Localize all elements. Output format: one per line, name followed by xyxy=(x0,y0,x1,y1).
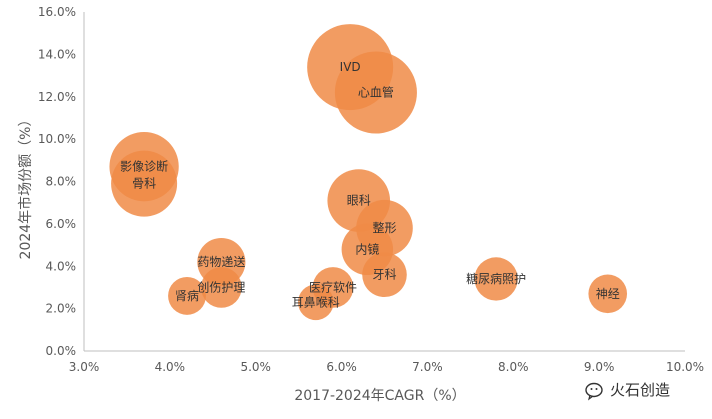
bubble-label: 牙科 xyxy=(372,268,396,282)
bubble-label: 神经 xyxy=(596,287,620,301)
bubble-label: 内镜 xyxy=(355,241,379,256)
x-tick-label: 3.0% xyxy=(69,360,100,374)
bubble-label: 创伤护理 xyxy=(197,280,245,294)
x-tick-label: 10.0% xyxy=(666,360,704,374)
x-tick-label: 4.0% xyxy=(155,360,186,374)
bubble-point xyxy=(201,267,242,308)
x-tick-label: 6.0% xyxy=(326,360,357,374)
y-tick-label: 8.0% xyxy=(46,175,77,189)
bubble-point xyxy=(474,257,518,301)
bubble-label: IVD xyxy=(340,60,361,74)
y-tick-label: 16.0% xyxy=(38,5,76,19)
y-tick-label: 14.0% xyxy=(38,47,76,61)
bubble-label: 整形 xyxy=(372,220,396,235)
bubble-point xyxy=(588,274,628,314)
x-tick-label: 9.0% xyxy=(584,360,615,374)
axes xyxy=(83,12,685,352)
y-axis-title: 2024年市场份额（%） xyxy=(17,113,34,260)
bubble-label: 肾病 xyxy=(175,288,199,303)
bubble-point xyxy=(297,284,334,321)
y-tick-label: 2.0% xyxy=(46,302,77,316)
y-tick-label: 12.0% xyxy=(38,90,76,104)
bubble-label: 糖尿病照护 xyxy=(466,271,526,286)
bubble-label: 耳鼻喉科 xyxy=(292,294,340,309)
bubble-point xyxy=(111,150,178,217)
bubble-label: 心血管 xyxy=(358,85,394,100)
wechat-icon xyxy=(585,382,603,401)
x-tick-labels: 3.0% 4.0% 5.0% 6.0% 7.0% 8.0% 9.0% 10.0% xyxy=(69,360,704,374)
y-tick-labels: 0.0% 2.0% 4.0% 6.0% 8.0% 10.0% 12.0% 14.0% 16.0% xyxy=(38,5,76,358)
y-tick-label: 4.0% xyxy=(46,259,77,273)
watermark: 火石创造 xyxy=(585,381,670,401)
bubble-label: 医疗软件 xyxy=(309,280,357,294)
x-axis-title: 2017-2024年CAGR（%） xyxy=(294,388,465,404)
bubbles xyxy=(109,24,628,321)
watermark-text: 火石创造 xyxy=(610,381,670,399)
y-tick-label: 10.0% xyxy=(38,132,76,146)
bubble-label: 眼科 xyxy=(347,194,371,208)
x-tick-label: 5.0% xyxy=(240,360,271,374)
y-tick-label: 0.0% xyxy=(46,344,77,358)
bubble-label: 影像诊断 xyxy=(120,159,168,174)
bubble-point xyxy=(168,276,206,315)
x-tick-label: 7.0% xyxy=(412,360,443,374)
bubble-label: 药物递送 xyxy=(197,254,245,269)
bubble-point xyxy=(334,51,417,134)
bubble-label: 骨科 xyxy=(132,177,156,191)
x-tick-label: 8.0% xyxy=(498,360,529,374)
bubble-point xyxy=(362,252,407,298)
y-tick-label: 6.0% xyxy=(46,217,77,231)
bubble-labels: IVD 心血管影像诊断骨科眼科整形内镜药物递送牙科 糖尿病照护医疗软件 创伤护理神经 肾… xyxy=(120,60,620,309)
